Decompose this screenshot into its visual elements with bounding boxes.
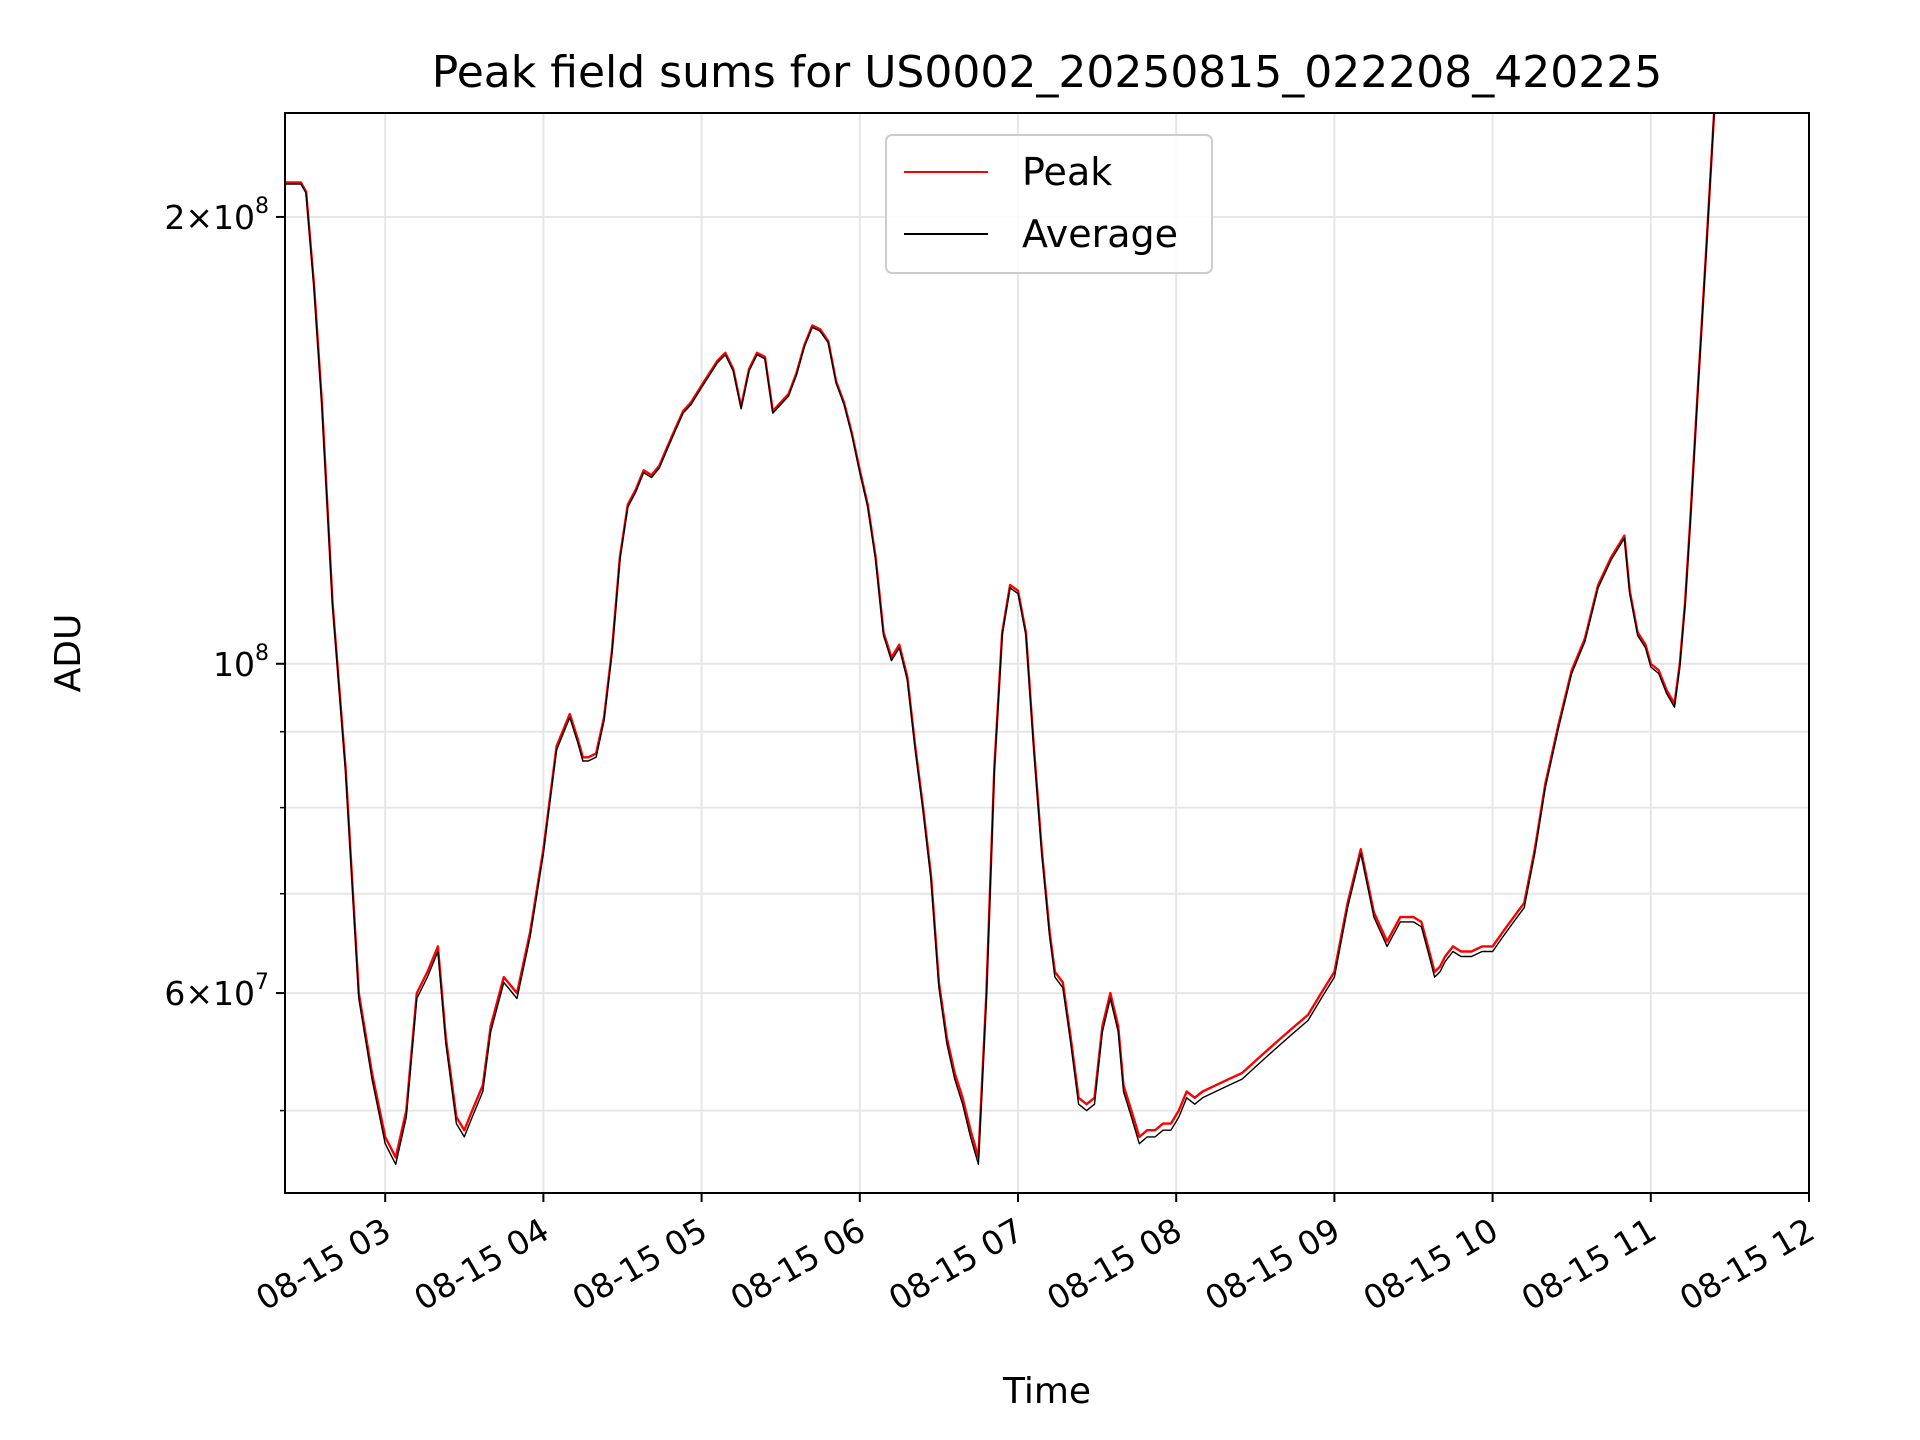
- legend-label-average: Average: [1022, 212, 1178, 256]
- legend-box: [885, 134, 1213, 274]
- y-axis-label: ADU: [48, 614, 89, 693]
- legend-label-peak: Peak: [1022, 150, 1112, 194]
- chart-title: Peak field sums for US0002_20250815_0222…: [432, 47, 1662, 98]
- plot-frame: [284, 112, 1810, 1194]
- y-tick-label: 2×108: [164, 194, 269, 237]
- series-line-average: [285, 112, 1715, 1166]
- legend: Peak Average: [885, 134, 1213, 274]
- y-axis: 6×107 108 2×108: [164, 194, 285, 1112]
- y-tick-label: 108: [213, 641, 269, 684]
- y-tick-label: 6×107: [164, 970, 269, 1013]
- x-axis-label: Time: [1002, 1371, 1091, 1412]
- series-layer: [285, 112, 1716, 1166]
